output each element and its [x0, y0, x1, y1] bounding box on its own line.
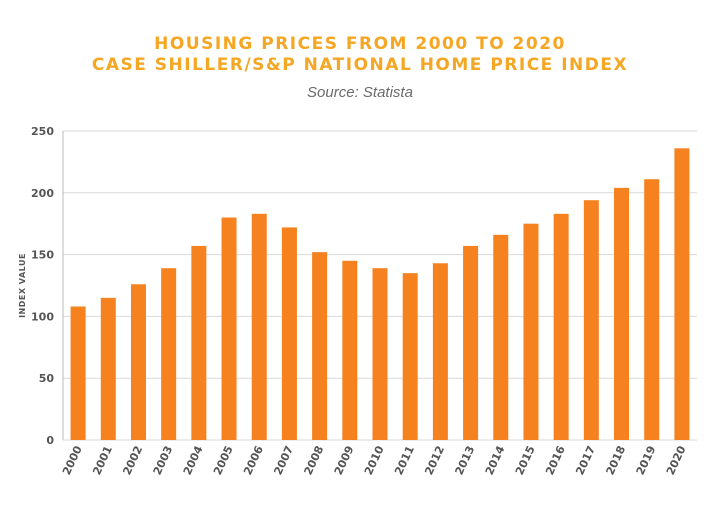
bars	[70, 148, 690, 441]
bar-2014	[493, 234, 509, 440]
chart-title-line2: CASE SHILLER/S&P NATIONAL HOME PRICE IND…	[91, 55, 629, 75]
x-tick-label: 2017	[573, 444, 598, 477]
y-tick-label: 50	[39, 372, 55, 385]
chart-title: HOUSING PRICES FROM 2000 TO 2020	[154, 34, 566, 54]
bar-2009	[342, 260, 358, 440]
bar-2006	[251, 213, 267, 440]
bar-2008	[312, 252, 328, 440]
bar-2002	[130, 284, 146, 440]
x-tick-label: 2013	[453, 444, 478, 477]
bar-2010	[372, 268, 388, 440]
x-tick-label: 2010	[362, 443, 387, 477]
x-tick-label: 2008	[302, 444, 327, 477]
x-tick-label: 2007	[271, 444, 296, 477]
x-tick-label: 2005	[211, 444, 236, 477]
y-axis-label: INDEX VALUE	[18, 253, 27, 318]
bar-2011	[402, 273, 418, 440]
x-tick-label: 2011	[392, 444, 417, 477]
bar-2020	[674, 148, 690, 440]
x-tick-label: 2000	[60, 443, 85, 477]
x-tick-label: 2016	[543, 443, 568, 477]
bar-2003	[161, 268, 177, 440]
chart-subtitle: Source: Statista	[307, 84, 413, 101]
bar-2016	[553, 213, 569, 440]
x-tick-label: 2001	[90, 444, 115, 477]
y-tick-label: 200	[31, 187, 54, 200]
bar-2005	[221, 217, 237, 440]
bar-2000	[70, 306, 86, 440]
x-tick-label: 2009	[332, 444, 357, 477]
x-tick-label: 2002	[120, 444, 145, 477]
y-tick-label: 0	[46, 434, 54, 447]
x-tick-label: 2018	[604, 444, 629, 477]
x-tick-label: 2015	[513, 444, 538, 477]
y-tick-label: 150	[31, 249, 54, 262]
x-tick-label: 2003	[151, 444, 176, 477]
x-tick-label: 2014	[483, 443, 508, 477]
y-tick-label: 100	[31, 310, 54, 323]
bar-2001	[100, 297, 116, 440]
x-tick-label: 2020	[664, 443, 689, 477]
bar-2019	[644, 179, 660, 441]
bar-2018	[614, 187, 630, 440]
bar-2007	[281, 227, 297, 440]
y-tick-label: 250	[31, 125, 54, 138]
bar-2017	[583, 200, 599, 440]
x-tick-label: 2019	[634, 444, 659, 477]
y-axis-ticks: 0 50 100 150 200 250	[31, 125, 54, 447]
bar-2004	[191, 245, 207, 440]
x-tick-label: 2012	[422, 444, 447, 477]
bar-2015	[523, 223, 539, 440]
bar-2013	[463, 245, 479, 440]
x-tick-label: 2004	[181, 443, 206, 477]
x-tick-label: 2006	[241, 443, 266, 477]
bar-2012	[432, 263, 448, 440]
x-axis-ticks: 2000 2001 2002 2003 2004 2005 2006 2007 2008 2009…	[60, 443, 689, 477]
